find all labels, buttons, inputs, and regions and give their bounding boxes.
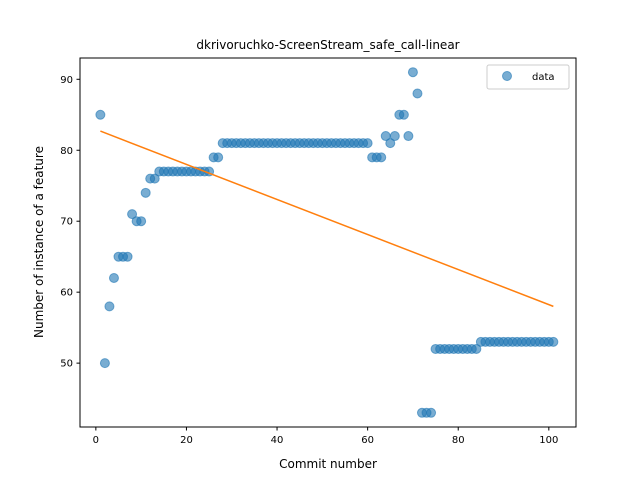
data-point [389,131,400,142]
data-point [122,251,133,262]
chart-title: dkrivoruchko-ScreenStream_safe_call-line… [196,38,459,52]
data-point [398,109,409,120]
x-tick-label: 100 [539,435,558,446]
y-tick-label: 90 [60,75,73,86]
x-tick-label: 80 [452,435,465,446]
legend-label: data [532,72,555,83]
y-tick-label: 60 [60,288,73,299]
x-tick-label: 60 [361,435,374,446]
data-point [403,131,414,142]
data-point [385,138,396,149]
y-tick-label: 70 [60,217,73,228]
legend-box [486,64,570,90]
data-point [95,109,106,120]
x-tick-label: 20 [180,435,193,446]
plot-marks [95,67,559,418]
y-tick-label: 50 [60,359,73,370]
data-point [149,173,160,184]
legend: data [486,64,570,90]
legend-marker [502,71,512,81]
x-tick-label: 0 [93,435,99,446]
y-axis-label: Number of instance of a feature [32,146,46,338]
data-point [108,272,119,283]
data-point [548,336,559,347]
y-tick-label: 80 [60,146,73,157]
data-point [412,88,423,99]
data-point [362,138,373,149]
axis-ticks: 0 20 40 60 80 100 50 60 70 80 90 [60,75,558,446]
data-point [99,358,110,369]
data-point [136,216,147,227]
data-point [471,343,482,354]
x-axis-label: Commit number [279,457,377,471]
data-point [104,301,115,312]
plot-frame [79,57,577,428]
data-point [376,152,387,163]
data-point [140,187,151,198]
x-tick-label: 40 [271,435,284,446]
data-point [213,152,224,163]
fit-line [100,130,554,308]
data-point [407,67,418,78]
data-point [426,407,437,418]
data-point [127,209,138,220]
